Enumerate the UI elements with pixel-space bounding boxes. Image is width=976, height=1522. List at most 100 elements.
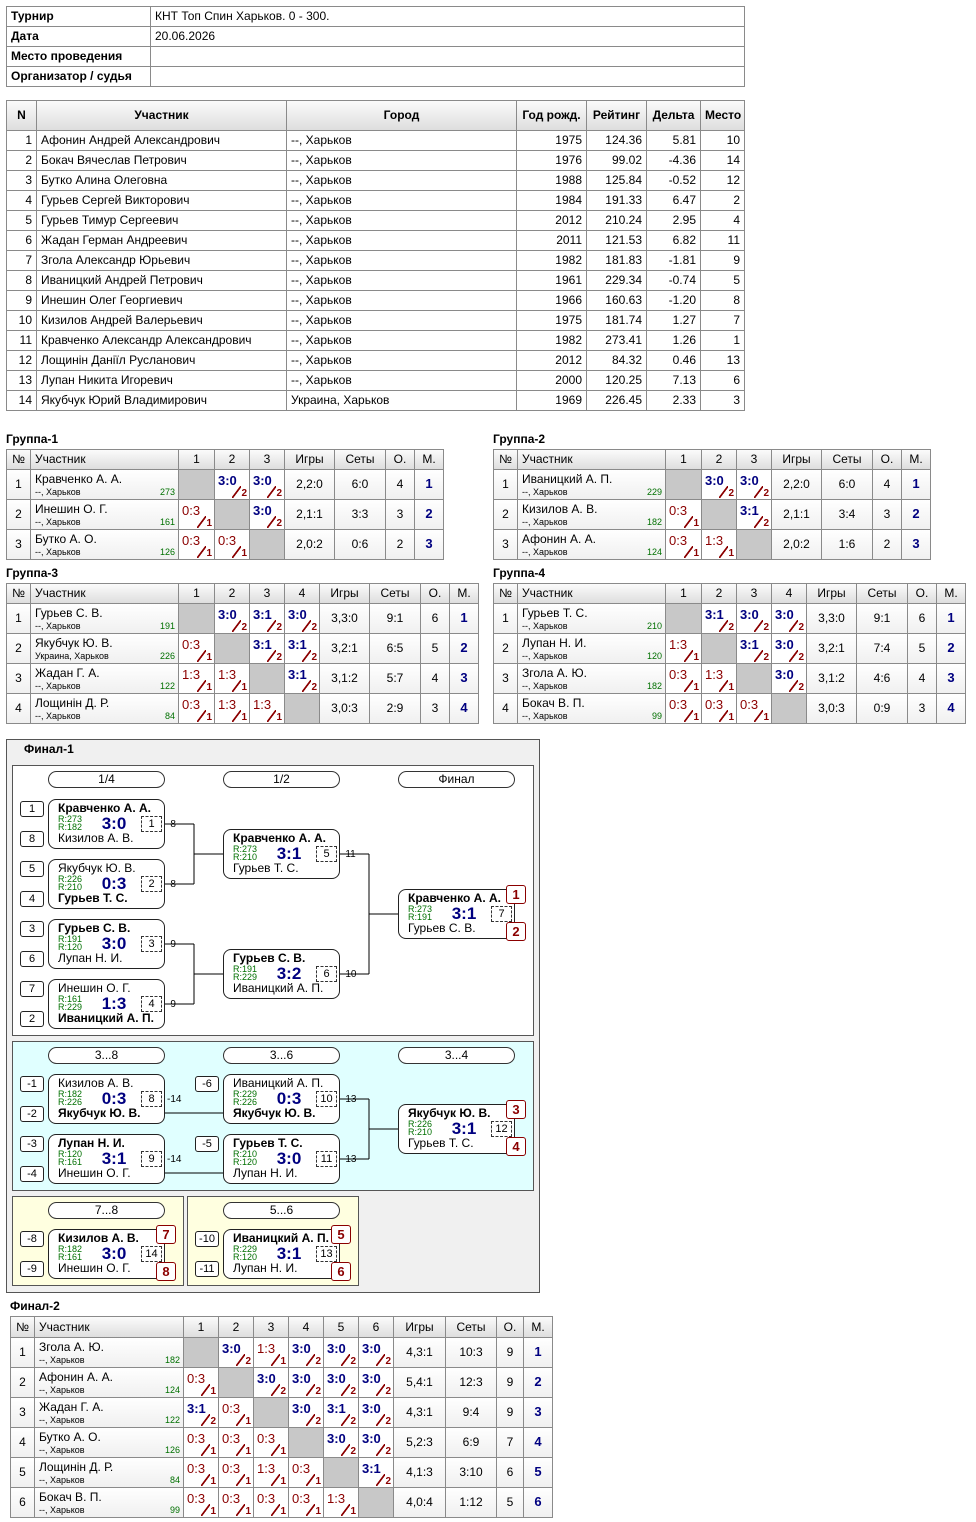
table-title: Группа-2 <box>493 432 546 446</box>
player-city: --, Харьков <box>522 517 568 527</box>
table-title: Группа-4 <box>493 566 546 580</box>
header-cell: М. <box>523 1316 553 1338</box>
points: 1 <box>350 1506 356 1517</box>
score: 3:0 <box>257 1371 276 1386</box>
table-cell: 125.84 <box>586 170 647 191</box>
round-label: 3...8 <box>48 1047 165 1064</box>
score-cell: 0:3 1 <box>183 1487 219 1518</box>
table-cell: 181.74 <box>586 310 647 331</box>
score: 3:0 <box>362 1341 381 1356</box>
table-cell: --, Харьков <box>286 150 517 171</box>
games-cell: 5,4:1 <box>393 1367 446 1398</box>
player-rating: R:161 <box>58 1252 83 1262</box>
points: 1 <box>693 712 699 723</box>
slash <box>271 1354 280 1366</box>
table-cell: Кравченко Александр Александрович <box>36 330 287 351</box>
score: 0:3 <box>292 1491 311 1506</box>
score: 0:3 <box>257 1431 276 1446</box>
table-cell: -0.74 <box>646 270 701 291</box>
score-cell: 0:3 1 <box>253 1487 289 1518</box>
score-cell: 0:3 1 <box>665 693 702 724</box>
player-cell: Лощинін Д. Р. --, Харьков 84 <box>34 1457 184 1488</box>
match-score: 0:3 <box>101 874 127 893</box>
final-place: 2 <box>506 922 526 941</box>
score-cell: 3:1 2 <box>323 1397 359 1428</box>
header-cell: № <box>10 1316 35 1338</box>
seed: -1 <box>20 1076 44 1092</box>
player-rating: 126 <box>164 1445 180 1455</box>
match-score: 3:0 <box>101 934 127 953</box>
points-cell: 9 <box>496 1337 524 1368</box>
score-cell: 0:3 1 <box>736 693 772 724</box>
slash <box>271 1474 280 1486</box>
player-rating: 84 <box>164 711 175 721</box>
table-cell: 84.32 <box>586 350 647 371</box>
player-cell: Гурьев Т. С. --, Харьков 210 <box>517 603 666 634</box>
player-rating: R:120 <box>58 942 83 952</box>
points: 2 <box>763 488 769 499</box>
seed: 8 <box>20 831 44 847</box>
score: 0:3 <box>182 503 201 518</box>
table-cell: Кизилов Андрей Валерьевич <box>36 310 287 331</box>
player-name: Инешин О. Г. <box>58 1166 131 1180</box>
slash <box>267 620 276 632</box>
player-name: Кизилов А. В. <box>522 502 598 516</box>
player-rating: R:229 <box>58 1002 83 1012</box>
games-cell: 5,2:3 <box>393 1427 446 1458</box>
slash <box>719 486 728 498</box>
slash <box>201 1414 210 1426</box>
score: 3:0 <box>362 1431 381 1446</box>
place-cell: 3 <box>414 529 444 560</box>
player-name: Лощинін Д. Р. <box>39 1460 114 1474</box>
final-place: 7 <box>156 1225 176 1244</box>
player-name: Иваницкий А. П. <box>58 1011 154 1025</box>
table-cell: 210.24 <box>586 210 647 231</box>
slash <box>719 546 728 558</box>
score-cell: 0:3 1 <box>701 693 737 724</box>
score: 3:1 <box>288 667 307 682</box>
points: 2 <box>241 622 247 633</box>
points: 2 <box>210 1416 216 1427</box>
self-cell <box>701 499 737 530</box>
score-cell: 0:3 1 <box>218 1427 254 1458</box>
score: 0:3 <box>187 1461 206 1476</box>
player-name: Гурьев Т. С. <box>408 1136 474 1150</box>
match-number: 8 <box>141 1091 162 1107</box>
slash <box>201 1474 210 1486</box>
info-label: Организатор / судья <box>6 66 151 87</box>
match-number: 2 <box>141 876 162 892</box>
final-place: 6 <box>331 1262 351 1281</box>
info-value <box>150 66 745 87</box>
self-cell <box>771 693 807 724</box>
points: 2 <box>763 652 769 663</box>
loser-destination: -14 <box>167 1154 182 1165</box>
player-name: Жадан Г. А. <box>35 666 100 680</box>
sets-cell: 9:4 <box>445 1397 497 1428</box>
place-cell: 4 <box>936 693 966 724</box>
player-cell: Афонин А. А. --, Харьков 124 <box>517 529 666 560</box>
points: 2 <box>311 682 317 693</box>
score: 0:3 <box>182 637 201 652</box>
slash <box>232 486 241 498</box>
score-cell: 0:3 1 <box>183 1457 219 1488</box>
seed: 3 <box>20 921 44 937</box>
player-name: Жадан Г. А. <box>39 1400 104 1414</box>
player-name: Бутко А. О. <box>39 1430 101 1444</box>
player-rating: R:182 <box>58 1244 83 1254</box>
slash <box>376 1354 385 1366</box>
games-cell: 3,2:1 <box>806 633 857 664</box>
header-cell: 2 <box>218 1316 254 1338</box>
table-cell: --, Харьков <box>286 190 517 211</box>
header-cell: М. <box>414 449 444 470</box>
score-cell: 3:0 2 <box>771 603 807 634</box>
round-label: 3...4 <box>398 1047 515 1064</box>
match-number: 6 <box>316 966 337 982</box>
points: 2 <box>280 1386 286 1397</box>
games-cell: 3,0:3 <box>806 693 857 724</box>
num-cell: 3 <box>10 1397 35 1428</box>
player-rating: 84 <box>169 1475 180 1485</box>
seed: -10 <box>195 1231 219 1247</box>
self-cell <box>178 603 215 634</box>
score-cell: 3:0 2 <box>323 1337 359 1368</box>
final-place: 1 <box>506 885 526 904</box>
